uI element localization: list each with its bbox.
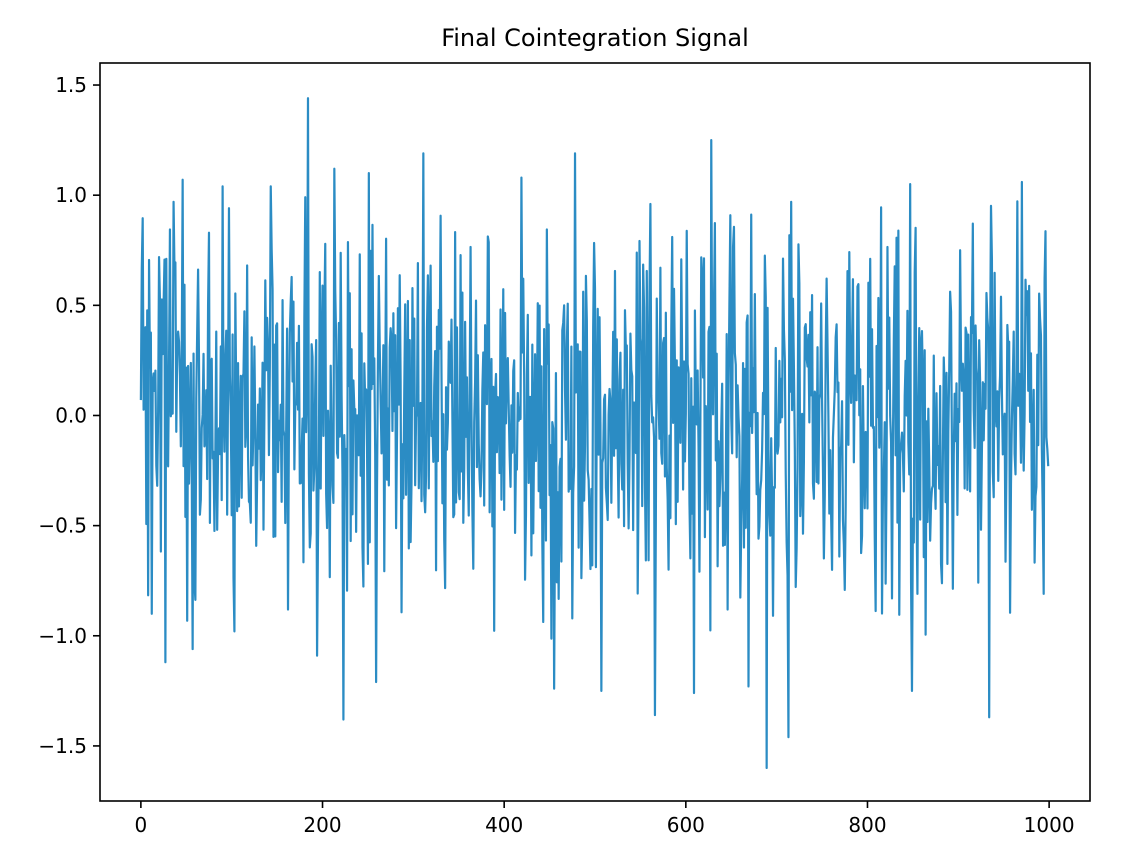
y-tick-label: −1.5	[38, 734, 87, 758]
x-tick-label: 400	[485, 813, 523, 837]
chart-title: Final Cointegration Signal	[441, 24, 749, 52]
x-axis: 0 200 400 600 800 1000	[135, 801, 1075, 837]
y-axis: 1.5 1.0 0.5 0.0 −0.5 −1.0 −1.5	[38, 73, 100, 758]
x-tick-label: 1000	[1024, 813, 1075, 837]
y-tick-label: 0.0	[55, 403, 87, 427]
x-tick-label: 800	[848, 813, 886, 837]
y-tick-label: 1.5	[55, 73, 87, 97]
y-tick-label: 1.0	[55, 183, 87, 207]
y-tick-label: 0.5	[55, 293, 87, 317]
x-tick-label: 0	[135, 813, 148, 837]
x-tick-label: 600	[667, 813, 705, 837]
plot-frame	[99, 62, 1091, 802]
plot-data-layer	[139, 97, 1050, 770]
y-tick-label: −1.0	[38, 624, 87, 648]
x-tick-label: 200	[303, 813, 341, 837]
y-tick-label: −0.5	[38, 514, 87, 538]
series-line	[139, 97, 1050, 770]
